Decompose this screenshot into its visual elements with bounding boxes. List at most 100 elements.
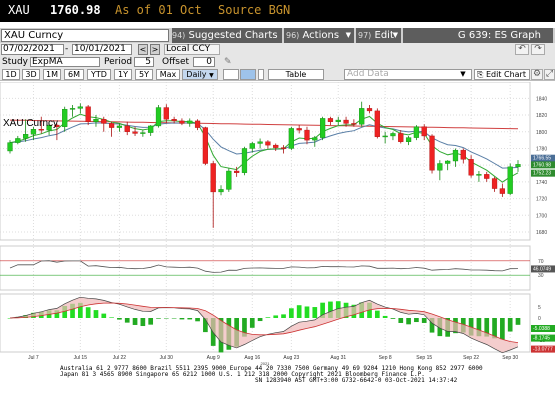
macd-label-box bbox=[531, 334, 555, 342]
security-field[interactable]: XAU Curncy bbox=[1, 29, 169, 42]
candle-body bbox=[390, 133, 396, 137]
macd-histogram-bar bbox=[124, 318, 130, 323]
macd-histogram-bar bbox=[109, 317, 114, 318]
period-max-button[interactable]: Max bbox=[156, 69, 180, 80]
osc-label-box bbox=[531, 265, 555, 273]
candle-body bbox=[515, 164, 521, 168]
macd-histogram-bar bbox=[500, 318, 505, 340]
macd-histogram-bar bbox=[296, 305, 302, 318]
candle-body bbox=[273, 144, 279, 148]
candle-body bbox=[108, 123, 115, 128]
actions-menu[interactable]: 96) Actions ▼ bbox=[284, 28, 354, 43]
macd-histogram-bar bbox=[54, 310, 60, 318]
ticker-as-of: As of 01 Oct bbox=[115, 3, 202, 17]
offset-label: Offset bbox=[162, 57, 190, 67]
macd-histogram-bar bbox=[257, 318, 263, 322]
macd-histogram-bar bbox=[328, 301, 333, 318]
macd-histogram-bar bbox=[515, 318, 521, 325]
start-date-field[interactable]: 07/02/2021 bbox=[1, 44, 64, 55]
frequency-select[interactable]: Daily ▼ bbox=[182, 69, 218, 80]
candle-body bbox=[374, 110, 380, 137]
add-data-field[interactable]: Add Data bbox=[344, 69, 472, 80]
pencil-icon[interactable]: ✎ bbox=[224, 57, 232, 67]
macd-histogram-bar bbox=[203, 318, 208, 333]
period-toolbar: 1D 3D 1M 6M YTD 1Y 5Y Max Daily ▼ Table … bbox=[0, 68, 555, 81]
period-1y-button[interactable]: 1Y bbox=[114, 69, 132, 80]
macd-histogram-bar bbox=[429, 318, 435, 333]
candle-body bbox=[132, 131, 138, 134]
candle-body bbox=[85, 106, 91, 122]
candle-body bbox=[312, 137, 318, 141]
edit-menu[interactable]: 97) Edit ▼ bbox=[356, 28, 401, 43]
candle-body bbox=[445, 160, 451, 164]
price-chart[interactable]: 1840182018001780176017401720170016801766… bbox=[0, 82, 555, 400]
macd-histogram-bar bbox=[507, 318, 513, 332]
macd-histogram-bar bbox=[117, 318, 122, 320]
ticker-bar: XAU 1760.98 As of 01 Oct Source BGN bbox=[0, 0, 555, 22]
next-period-button[interactable]: > bbox=[150, 44, 160, 55]
chart-type-caret-icon[interactable] bbox=[258, 69, 264, 80]
candle-body bbox=[304, 129, 310, 141]
undo-icon[interactable]: ↶ bbox=[515, 44, 529, 55]
period-1d-button[interactable]: 1D bbox=[2, 69, 20, 80]
suggested-charts-menu[interactable]: 94) Suggested Charts bbox=[172, 28, 282, 43]
price-label-box bbox=[531, 161, 555, 169]
macd-histogram-bar bbox=[289, 308, 294, 318]
candle-body bbox=[54, 124, 60, 127]
candle-body bbox=[319, 118, 326, 138]
x-tick-label: Jul 15 bbox=[74, 355, 88, 361]
candle-body bbox=[429, 135, 435, 171]
footer-line-2: Japan 81 3 4565 8900 Singapore 65 6212 1… bbox=[60, 371, 425, 378]
candle-body bbox=[327, 118, 334, 122]
actions-caret-icon: ▼ bbox=[345, 31, 351, 39]
edit-chart-icon: ⎘ bbox=[477, 70, 484, 79]
footer-line-1: Australia 61 2 9777 8600 Brazil 5511 239… bbox=[60, 365, 483, 372]
macd-histogram-bar bbox=[484, 318, 490, 337]
footer: Australia 61 2 9777 8600 Brazil 5511 239… bbox=[60, 365, 483, 384]
table-button[interactable]: Table bbox=[268, 69, 324, 80]
offset-field[interactable]: 0 bbox=[193, 57, 215, 67]
redo-icon[interactable]: ↷ bbox=[531, 44, 545, 55]
candle-body bbox=[202, 127, 209, 164]
period-5y-button[interactable]: 5Y bbox=[135, 69, 153, 80]
macd-histogram-bar bbox=[179, 318, 185, 320]
candle-body bbox=[421, 126, 427, 137]
chart-title: XAU Curncy bbox=[3, 118, 58, 129]
currency-select[interactable]: Local CCY bbox=[164, 44, 220, 55]
end-date-field[interactable]: 10/01/2021 bbox=[72, 44, 132, 55]
macd-histogram-bar bbox=[148, 318, 154, 325]
candle-body bbox=[194, 120, 201, 128]
macd-histogram-bar bbox=[414, 318, 419, 323]
period-field[interactable]: 5 bbox=[134, 57, 154, 67]
candle-body bbox=[249, 143, 255, 149]
macd-histogram-bar bbox=[398, 318, 404, 323]
period-ytd-button[interactable]: YTD bbox=[87, 69, 111, 80]
chart-type-line-icon[interactable] bbox=[223, 69, 239, 80]
ticker-symbol: XAU bbox=[8, 3, 30, 17]
study-select[interactable]: ExpMA bbox=[30, 57, 100, 67]
edit-chart-button[interactable]: ⎘ Edit Chart bbox=[474, 69, 530, 80]
macd-tick-label: 5 bbox=[538, 305, 541, 311]
osc-tick-label: 30 bbox=[538, 273, 544, 279]
prev-period-button[interactable]: < bbox=[138, 44, 148, 55]
price-tick-label: 1800 bbox=[536, 130, 547, 136]
ticker-price: 1760.98 bbox=[50, 3, 101, 17]
date-toolbar: 07/02/2021 - 10/01/2021 < > Local CCY ↶ … bbox=[0, 43, 555, 56]
macd-histogram-bar bbox=[62, 305, 68, 318]
period-1m-button[interactable]: 1M bbox=[43, 69, 61, 80]
price-tick-label: 1740 bbox=[536, 180, 547, 186]
candle-body bbox=[234, 170, 240, 173]
candle-body bbox=[460, 149, 466, 160]
macd-histogram-bar bbox=[132, 318, 138, 325]
candle-body bbox=[46, 124, 52, 131]
chart-type-candle-icon[interactable] bbox=[240, 69, 256, 80]
add-data-caret-icon[interactable]: ▼ bbox=[460, 70, 466, 78]
settings-icon[interactable]: ⚙ bbox=[531, 69, 543, 80]
period-3d-button[interactable]: 3D bbox=[22, 69, 40, 80]
expand-icon[interactable]: ⤢ bbox=[544, 69, 555, 80]
edit-label: Edit bbox=[374, 30, 394, 41]
candle-body bbox=[484, 174, 490, 179]
x-tick-label: Aug 16 bbox=[244, 355, 260, 361]
period-6m-button[interactable]: 6M bbox=[64, 69, 84, 80]
price-tick-label: 1780 bbox=[536, 146, 547, 152]
